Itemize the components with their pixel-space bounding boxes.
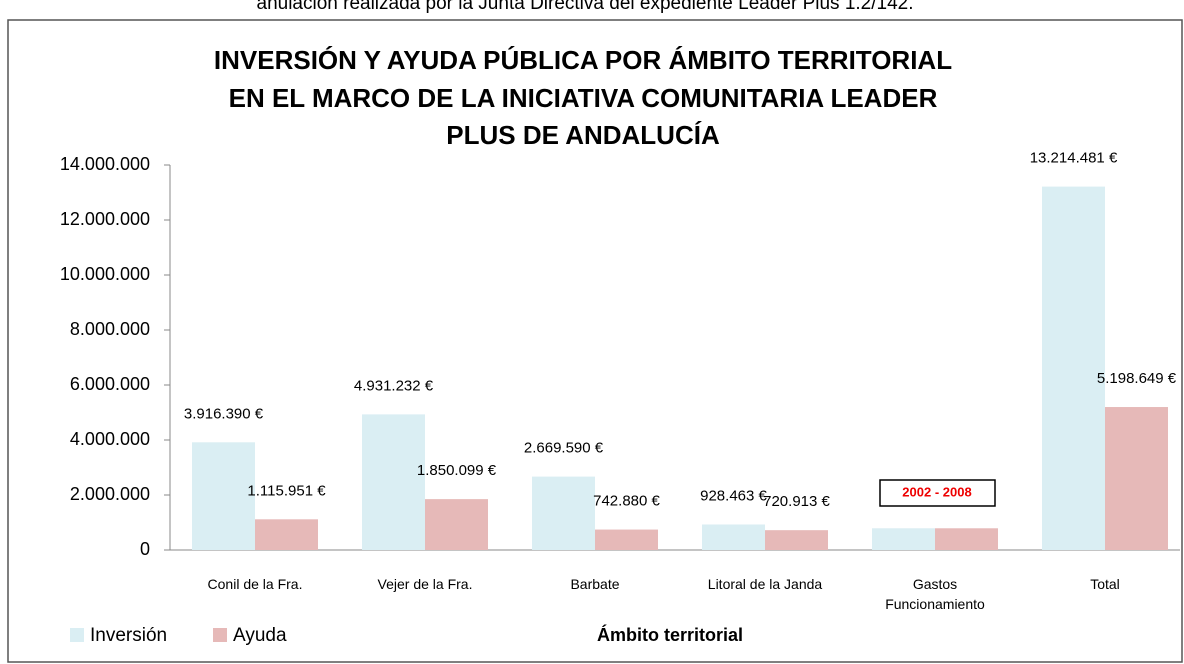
chart-title: INVERSIÓN Y AYUDA PÚBLICA POR ÁMBITO TER… — [214, 45, 952, 75]
bar — [872, 528, 935, 550]
x-tick-label: Conil de la Fra. — [207, 576, 303, 592]
bar — [192, 442, 255, 550]
y-tick-label: 8.000.000 — [70, 319, 150, 339]
bar — [1105, 407, 1168, 550]
data-label: 4.931.232 € — [354, 377, 434, 394]
x-tick-label: Barbate — [570, 576, 620, 592]
y-tick-label: 2.000.000 — [70, 484, 150, 504]
annotation-box — [879, 479, 996, 507]
data-label: 720.913 € — [763, 493, 830, 510]
chart-title: EN EL MARCO DE LA INICIATIVA COMUNITARIA… — [229, 83, 938, 113]
bar — [532, 476, 595, 550]
x-tick-label: Vejer de la Fra. — [377, 576, 473, 592]
bar — [935, 528, 998, 550]
legend-label: Inversión — [90, 625, 167, 646]
y-tick-label: 6.000.000 — [70, 374, 150, 394]
data-label: 1.115.951 € — [247, 482, 326, 499]
x-tick-label: Total — [1090, 576, 1120, 592]
bar — [362, 414, 425, 550]
bar — [425, 499, 488, 550]
legend-swatch — [213, 628, 227, 642]
data-label: 3.916.390 € — [184, 405, 264, 422]
data-label: 2.669.590 € — [524, 440, 604, 457]
data-label: 928.463 € — [700, 487, 767, 504]
y-tick-label: 4.000.000 — [70, 429, 150, 449]
bar — [255, 519, 318, 550]
x-axis-label: Ámbito territorial — [597, 624, 743, 645]
y-tick-label: 12.000.000 — [60, 209, 150, 229]
data-label: 5.198.649 € — [1097, 370, 1177, 387]
data-label: 742.880 € — [593, 493, 660, 510]
chart-border — [7, 19, 1183, 663]
y-tick-label: 10.000.000 — [60, 264, 150, 284]
annotation: 2002 - 2008 — [902, 484, 971, 499]
y-tick-label: 14.000.000 — [60, 154, 150, 174]
bar — [765, 530, 828, 550]
data-label: 1.850.099 € — [417, 462, 497, 479]
header-text: anulación realizada por la Junta Directi… — [257, 0, 914, 14]
bar — [595, 529, 658, 550]
chart-title: PLUS DE ANDALUCÍA — [446, 120, 720, 150]
legend-label: Ayuda — [233, 625, 287, 646]
legend-swatch — [70, 628, 84, 642]
data-label: 13.214.481 € — [1030, 150, 1118, 167]
x-tick-label: Litoral de la Janda — [707, 576, 823, 592]
bar — [702, 524, 765, 550]
x-tick-label: Gastos Funcionamiento — [885, 576, 985, 612]
y-tick-label: 0 — [140, 539, 150, 559]
bar — [1042, 186, 1105, 550]
